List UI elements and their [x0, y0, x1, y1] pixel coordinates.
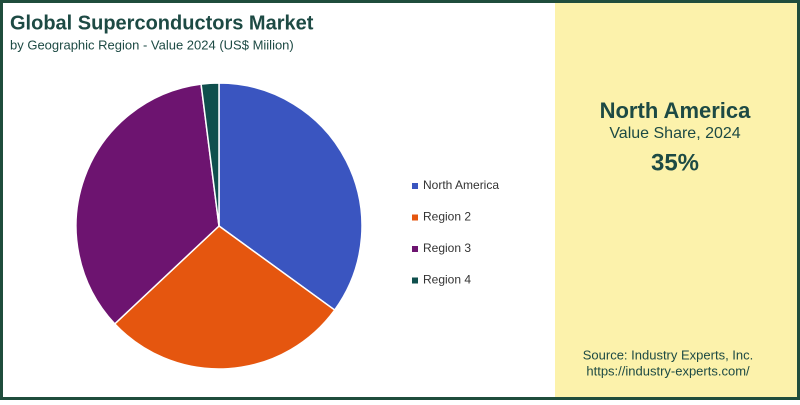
- legend-swatch: [412, 277, 418, 284]
- side-panel: [555, 0, 800, 400]
- chart-title: Global Superconductors Market: [10, 12, 314, 34]
- source-url: https://industry-experts.com/: [586, 363, 750, 378]
- legend: North America Region 2 Region 3 Region 4: [412, 178, 499, 287]
- pie-slice: [113, 225, 336, 370]
- chart-subtitle: by Geographic Region - Value 2024 (US$ M…: [10, 37, 294, 52]
- legend-label: Region 3: [423, 241, 471, 255]
- legend-swatch: [412, 246, 418, 252]
- pie: [75, 82, 363, 370]
- legend-swatch: [412, 183, 418, 189]
- pie-slice: [75, 83, 220, 325]
- highlight-caption: Value Share, 2024: [609, 125, 740, 142]
- legend-swatch: [412, 214, 418, 221]
- pie-slice: [218, 82, 363, 312]
- highlight-share: 35%: [651, 149, 699, 176]
- legend-label: Region 4: [423, 273, 471, 287]
- pie-slice: [200, 82, 220, 227]
- source: Source: Industry Experts, Inc.: [583, 347, 754, 362]
- legend-label: North America: [423, 178, 499, 192]
- legend-label: Region 2: [423, 210, 471, 224]
- highlight-region: North America: [600, 98, 752, 123]
